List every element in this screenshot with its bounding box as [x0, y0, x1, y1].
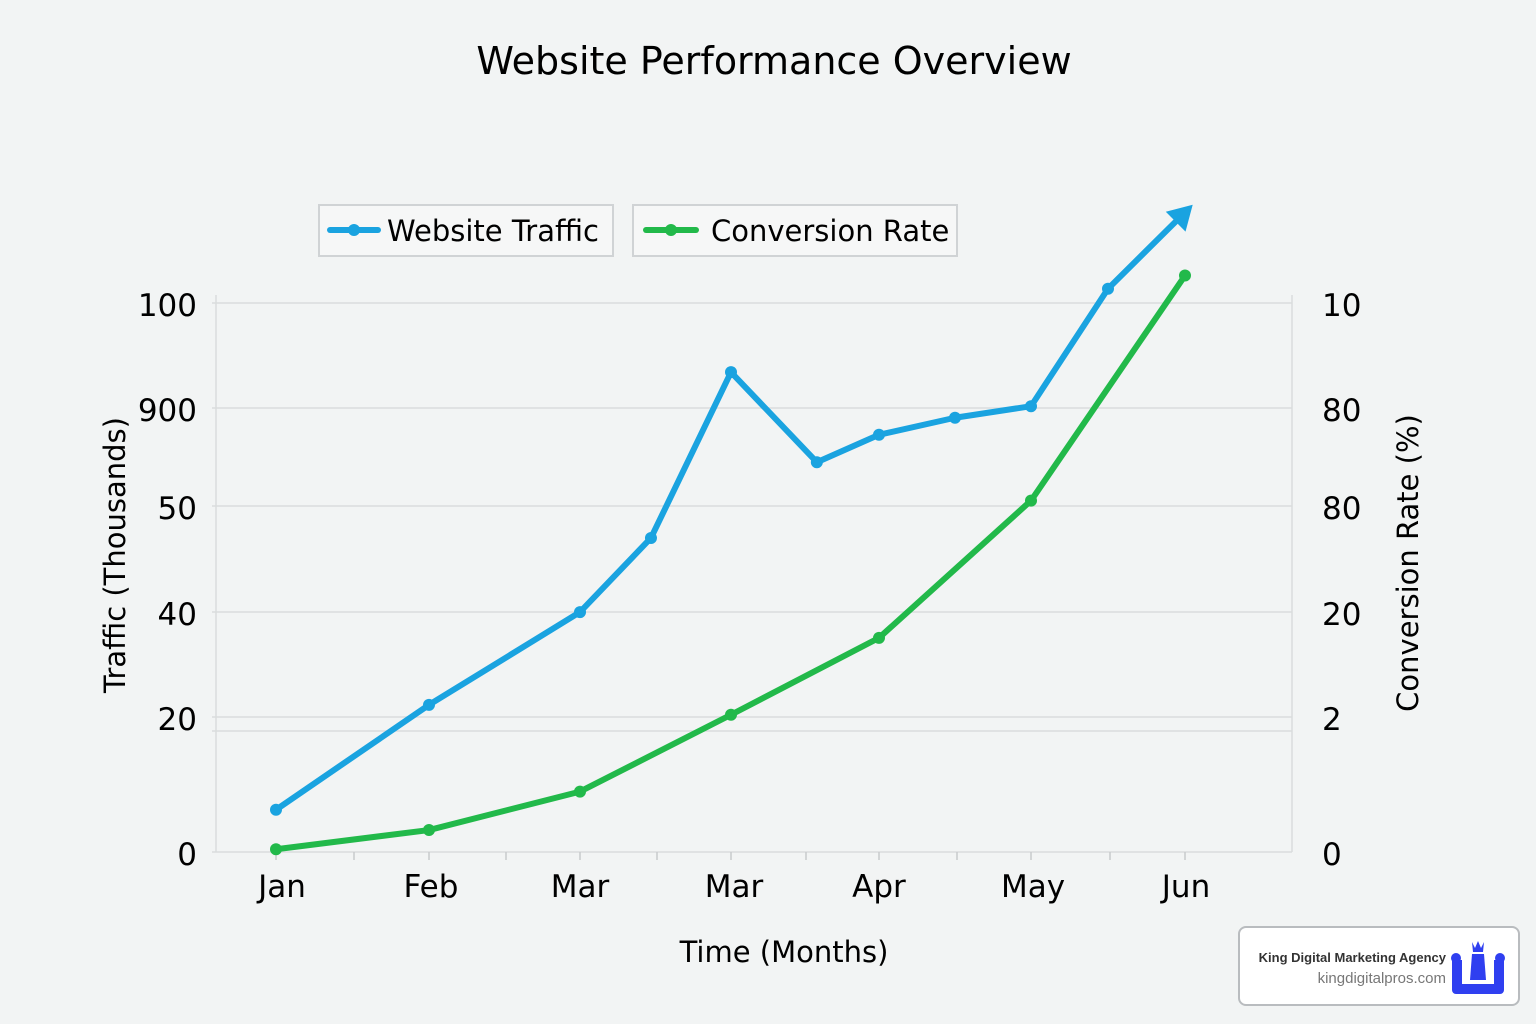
y-tick-label: 20	[158, 702, 197, 738]
y2-tick-label: 10	[1322, 288, 1361, 324]
crown-logo-icon	[1451, 941, 1505, 994]
traffic-point	[423, 698, 435, 711]
traffic-point	[644, 531, 657, 544]
x-axis-label: Time (Months)	[679, 935, 889, 969]
y-axis-label: Traffic (Thousands)	[98, 417, 132, 694]
traffic-point	[725, 366, 737, 379]
x-tick-label: Jun	[1160, 869, 1210, 905]
conversion-point	[1025, 494, 1037, 507]
traffic-point	[949, 411, 961, 424]
y-tick-label: 0	[177, 837, 197, 873]
traffic-point	[873, 428, 885, 441]
traffic-point	[1025, 400, 1037, 413]
y2-tick-label: 20	[1322, 597, 1361, 633]
watermark-name: King Digital Marketing Agency	[1258, 950, 1446, 965]
x-tick-label: Apr	[852, 869, 906, 905]
watermark-url: kingdigitalpros.com	[1317, 970, 1446, 987]
traffic-point	[810, 456, 823, 469]
conversion-point	[270, 843, 282, 856]
traffic-point	[1102, 282, 1114, 295]
y2-tick-label: 2	[1322, 702, 1342, 738]
conversion-point	[1179, 269, 1191, 282]
traffic-point	[270, 803, 282, 816]
legend-conversion: Conversion Rate	[711, 214, 949, 248]
conversion-point	[423, 824, 435, 837]
conversion-point	[725, 708, 737, 721]
conversion-point	[574, 785, 586, 798]
conversion-line	[273, 272, 1188, 853]
traffic-point	[574, 606, 586, 619]
y2-axis-label: Conversion Rate (%)	[1391, 414, 1425, 712]
legend: Website Traffic Conversion Rate	[318, 204, 958, 257]
x-tick-label: Jan	[256, 869, 306, 905]
y2-tick-label: 80	[1322, 393, 1361, 429]
y-tick-label: 900	[138, 393, 197, 429]
legend-traffic: Website Traffic	[387, 214, 599, 248]
x-tick-label: Feb	[404, 869, 459, 905]
y-tick-label: 100	[138, 288, 197, 324]
x-tick-label: May	[1001, 869, 1065, 905]
traffic-line	[273, 218, 1179, 813]
watermark-badge: King Digital Marketing Agency kingdigita…	[1238, 926, 1520, 1006]
y-tick-label: 40	[158, 597, 197, 633]
traffic-arrowhead	[1165, 204, 1193, 232]
y-tick-label: 50	[158, 491, 197, 527]
x-tick-label: Mar	[705, 869, 764, 905]
y2-tick-label: 0	[1322, 837, 1342, 873]
x-tick-label: Mar	[551, 869, 610, 905]
y2-tick-label: 80	[1322, 491, 1361, 527]
conversion-point	[873, 631, 885, 644]
chart-title: Website Performance Overview	[476, 39, 1071, 83]
